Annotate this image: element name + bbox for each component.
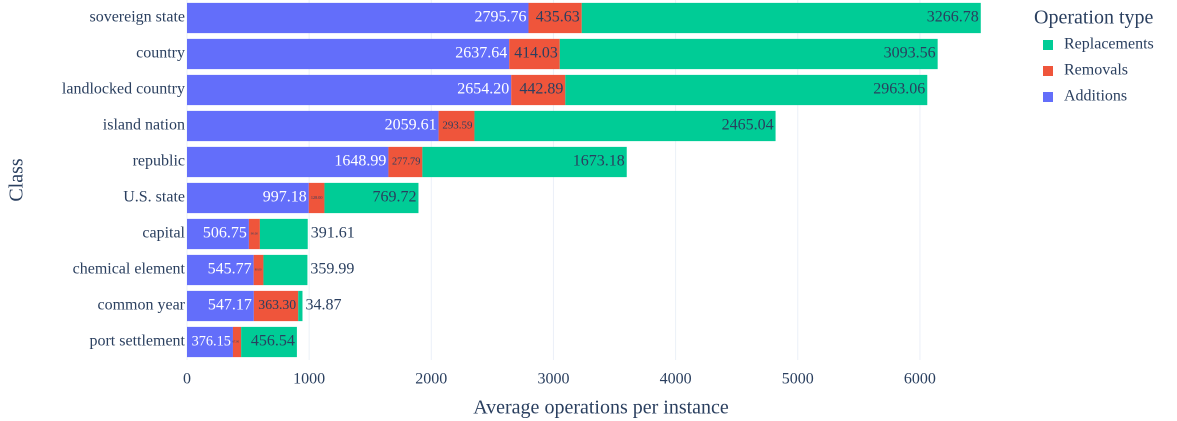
value-label: 3266.78 (927, 9, 979, 26)
value-label: 277.79 (392, 156, 420, 167)
bar-segment (187, 254, 254, 286)
bar-segment (559, 38, 938, 70)
y-tick-label: U.S. state (123, 189, 185, 206)
bar-segment (565, 74, 928, 106)
value-label: 1673.18 (573, 153, 625, 170)
x-tick-label: 3000 (537, 371, 569, 388)
x-axis-title: Average operations per instance (473, 397, 729, 419)
value-label: 391.61 (311, 225, 355, 242)
bar-segment (241, 326, 297, 358)
value-label: 2059.61 (385, 117, 437, 134)
bar-segment (253, 290, 299, 322)
y-tick-label: island nation (103, 117, 185, 134)
bar-segment (187, 110, 439, 142)
value-label: 34.87 (305, 297, 341, 314)
y-tick-label: landlocked country (62, 81, 185, 98)
value-label: 128.00 (311, 195, 323, 200)
bar-segment (511, 74, 566, 106)
value-label: 67.00 (232, 340, 239, 344)
bar-segment (509, 38, 560, 70)
bar-segment (438, 110, 475, 142)
value-label: 1648.99 (334, 153, 386, 170)
legend-label: Replacements (1064, 36, 1154, 53)
x-tick-label: 5000 (782, 371, 814, 388)
y-tick-label: common year (97, 297, 185, 314)
value-label: 2465.04 (722, 117, 774, 134)
bar-segment (187, 326, 233, 358)
value-label: 414.03 (514, 45, 558, 62)
value-label: 359.99 (310, 261, 354, 278)
bar-segment (232, 326, 242, 358)
legend-title: Operation type (1034, 7, 1154, 29)
legend-label: Removals (1064, 62, 1128, 79)
bar-segment (187, 182, 309, 214)
bar-segment (259, 218, 308, 250)
bar-segment (187, 146, 389, 178)
x-tick-label: 4000 (660, 371, 692, 388)
y-tick-label: capital (142, 225, 185, 242)
value-label: 2795.76 (475, 9, 527, 26)
y-axis-title: Class (6, 158, 28, 202)
bar-segment (263, 254, 308, 286)
bar-segment (308, 182, 325, 214)
bar-segment (187, 290, 254, 322)
value-label: 376.15 (192, 333, 231, 349)
bar-segment (474, 110, 776, 142)
value-label: 547.17 (208, 297, 252, 314)
value-label: 293.59 (442, 120, 473, 132)
value-label: 2654.20 (457, 81, 509, 98)
value-label: 769.72 (372, 189, 416, 206)
value-label: 2963.06 (873, 81, 925, 98)
bar-segment (422, 146, 627, 178)
value-label: 90.00 (251, 232, 259, 236)
bar-segment (253, 254, 264, 286)
bar-segment (187, 74, 512, 106)
y-tick-label: country (136, 45, 185, 62)
bar-segment (187, 38, 510, 70)
bar-segment (581, 2, 981, 34)
value-label: 80.00 (255, 268, 262, 272)
y-tick-label: republic (133, 153, 185, 170)
legend-label: Additions (1064, 88, 1127, 105)
legend-swatch (1043, 40, 1053, 50)
bar-segment (324, 182, 419, 214)
value-label: 363.30 (258, 297, 296, 312)
bar-segment (388, 146, 423, 178)
x-tick-label: 6000 (904, 371, 936, 388)
y-tick-label: sovereign state (89, 9, 185, 26)
value-label: 442.89 (519, 81, 563, 98)
x-tick-label: 1000 (293, 371, 325, 388)
y-tick-label: chemical element (73, 261, 186, 278)
bar-segment (298, 290, 303, 322)
value-label: 3093.56 (884, 45, 936, 62)
bar-segment (187, 2, 529, 34)
value-label: 506.75 (203, 225, 247, 242)
bar-segment (187, 218, 249, 250)
value-label: 435.63 (536, 9, 580, 26)
x-tick-label: 0 (183, 371, 191, 388)
value-label: 456.54 (251, 333, 295, 350)
value-label: 997.18 (263, 189, 307, 206)
x-tick-label: 2000 (415, 371, 447, 388)
value-label: 545.77 (208, 261, 252, 278)
value-label: 2637.64 (455, 45, 507, 62)
bar-segment (248, 218, 260, 250)
bar-segment (528, 2, 582, 34)
legend-swatch (1043, 66, 1053, 76)
y-tick-label: port settlement (89, 333, 185, 350)
legend-swatch (1043, 92, 1053, 102)
